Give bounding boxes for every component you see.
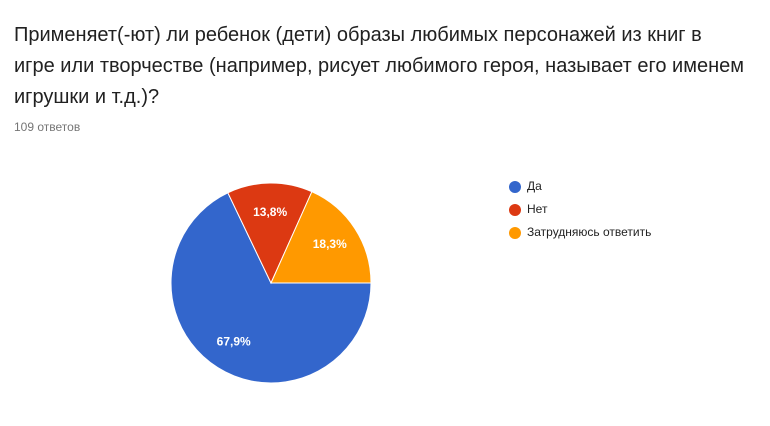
legend-marker [509, 204, 521, 216]
chart-subtitle: 109 ответов [14, 120, 81, 134]
data-label: 67,9% [217, 334, 251, 348]
chart-title: Применяет(-ют) ли ребенок (дети) образы … [14, 24, 744, 108]
legend-label: Затрудняюсь ответить [527, 225, 651, 239]
data-label: 18,3% [313, 237, 347, 251]
legend-label: Нет [527, 202, 548, 216]
pie-slice [227, 182, 313, 285]
legend-label: Да [527, 179, 542, 193]
pie-slice [170, 192, 372, 384]
legend-marker [509, 181, 521, 193]
legend-marker [509, 227, 521, 239]
data-label: 13,8% [253, 205, 287, 219]
pie-slice [270, 191, 372, 284]
